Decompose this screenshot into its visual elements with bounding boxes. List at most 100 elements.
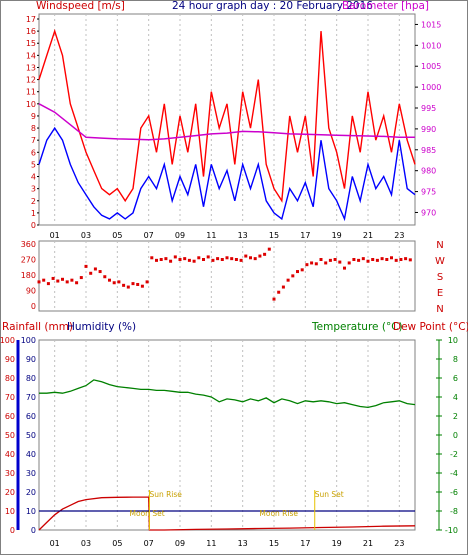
wind-x-tick-label: 09 bbox=[175, 231, 185, 240]
direction-point bbox=[361, 257, 365, 261]
direction-point bbox=[216, 257, 220, 261]
direction-point bbox=[281, 285, 285, 289]
rain-tick-label: 50 bbox=[5, 431, 15, 440]
direction-point bbox=[291, 274, 295, 278]
direction-tick-label: 0 bbox=[31, 302, 36, 311]
humidity-tick-label: 10 bbox=[26, 507, 36, 516]
rain-tick-label: 90 bbox=[5, 355, 15, 364]
direction-point bbox=[51, 276, 55, 280]
direction-point bbox=[122, 283, 126, 287]
barometer-label: Barometer [hpa] bbox=[342, 0, 429, 12]
humidity-tick-label: 100 bbox=[21, 336, 36, 345]
direction-point bbox=[46, 282, 50, 286]
wind-tick-label: 7 bbox=[31, 136, 36, 145]
direction-point bbox=[56, 279, 60, 283]
direction-point bbox=[272, 297, 276, 301]
direction-point bbox=[89, 271, 93, 275]
direction-point bbox=[197, 256, 201, 260]
wind-tick-label: 11 bbox=[26, 88, 36, 97]
rain-x-tick-label: 03 bbox=[81, 539, 91, 548]
barometer-series-line bbox=[38, 103, 415, 141]
rain-x-tick-label: 17 bbox=[300, 539, 310, 548]
direction-point bbox=[371, 258, 375, 261]
wind-x-tick-label: 19 bbox=[332, 231, 342, 240]
rain-x-tick-label: 09 bbox=[175, 539, 185, 548]
wind-x-tick-label: 03 bbox=[81, 231, 91, 240]
temperature-tick-label: -6 bbox=[450, 488, 458, 497]
compass-label: E bbox=[437, 288, 443, 299]
wind-tick-label: 9 bbox=[31, 112, 36, 121]
compass-label: N bbox=[436, 240, 443, 251]
direction-point bbox=[75, 281, 79, 285]
direction-point bbox=[267, 247, 271, 251]
rain-x-tick-label: 15 bbox=[269, 539, 279, 548]
direction-point bbox=[408, 258, 412, 262]
direction-point bbox=[108, 278, 111, 282]
barometer-tick-label: 1005 bbox=[421, 62, 441, 71]
rain-x-tick-label: 11 bbox=[206, 539, 216, 548]
event-label: Moon Rise bbox=[259, 509, 298, 518]
direction-point bbox=[155, 258, 158, 262]
direction-point bbox=[211, 258, 215, 262]
rain-x-tick-label: 01 bbox=[50, 539, 60, 548]
direction-point bbox=[169, 259, 173, 263]
rainfall-label: Rainfall (mm) bbox=[2, 321, 73, 333]
direction-point bbox=[150, 256, 154, 260]
humidity-label: Humidity (%) bbox=[67, 321, 136, 333]
direction-point bbox=[131, 282, 135, 286]
direction-point bbox=[103, 275, 107, 279]
direction-point bbox=[93, 267, 97, 271]
wind-tick-label: 0 bbox=[31, 221, 36, 230]
direction-point bbox=[225, 256, 229, 260]
wind-x-tick-label: 23 bbox=[394, 231, 404, 240]
wind-tick-label: 3 bbox=[31, 185, 36, 194]
direction-point bbox=[300, 268, 304, 272]
direction-point bbox=[234, 258, 238, 261]
direction-point bbox=[145, 280, 149, 284]
direction-point bbox=[230, 257, 234, 261]
wind-plot-border bbox=[38, 13, 416, 226]
chart-title: 24 hour graph day : 20 February 2016 bbox=[172, 0, 373, 12]
direction-point bbox=[187, 258, 191, 262]
humidity-tick-label: 90 bbox=[26, 355, 36, 364]
direction-tick-label: 270 bbox=[21, 256, 36, 265]
humidity-tick-label: 30 bbox=[26, 469, 36, 478]
direction-point bbox=[206, 255, 210, 259]
barometer-tick-label: 1015 bbox=[421, 20, 441, 29]
temperature-tick-label: 4 bbox=[453, 393, 458, 402]
temperature-tick-label: 6 bbox=[453, 374, 458, 383]
wind-x-tick-label: 21 bbox=[363, 231, 373, 240]
wind-tick-label: 17 bbox=[26, 15, 36, 24]
humidity-tick-label: 50 bbox=[26, 431, 36, 440]
barometer-tick-label: 985 bbox=[421, 146, 436, 155]
humidity-tick-label: 70 bbox=[26, 393, 36, 402]
direction-point bbox=[324, 261, 328, 265]
direction-point bbox=[310, 261, 314, 265]
barometer-tick-label: 995 bbox=[421, 104, 436, 113]
temperature-tick-label: -10 bbox=[445, 526, 458, 535]
rain-x-tick-label: 23 bbox=[394, 539, 404, 548]
direction-point bbox=[343, 266, 346, 270]
wind-x-tick-label: 07 bbox=[144, 231, 154, 240]
direction-point bbox=[347, 261, 351, 265]
barometer-tick-label: 970 bbox=[421, 208, 436, 217]
rain-series-line bbox=[38, 496, 416, 531]
rain-x-tick-label: 13 bbox=[238, 539, 248, 548]
direction-point bbox=[286, 278, 290, 282]
humidity-tick-label: 20 bbox=[26, 488, 36, 497]
barometer-tick-label: 1010 bbox=[421, 41, 441, 50]
direction-point bbox=[375, 258, 379, 262]
wind-tick-label: 13 bbox=[26, 63, 36, 72]
direction-point bbox=[277, 290, 281, 294]
rain-tick-label: 80 bbox=[5, 374, 15, 383]
wind-tick-label: 8 bbox=[31, 124, 36, 133]
temperature-series-line bbox=[39, 379, 416, 409]
wind-tick-label: 5 bbox=[31, 160, 36, 169]
wind-tick-label: 2 bbox=[31, 197, 36, 206]
direction-point bbox=[314, 262, 318, 266]
direction-point bbox=[380, 257, 384, 261]
rain-x-tick-label: 07 bbox=[144, 539, 154, 548]
direction-point bbox=[390, 256, 393, 260]
